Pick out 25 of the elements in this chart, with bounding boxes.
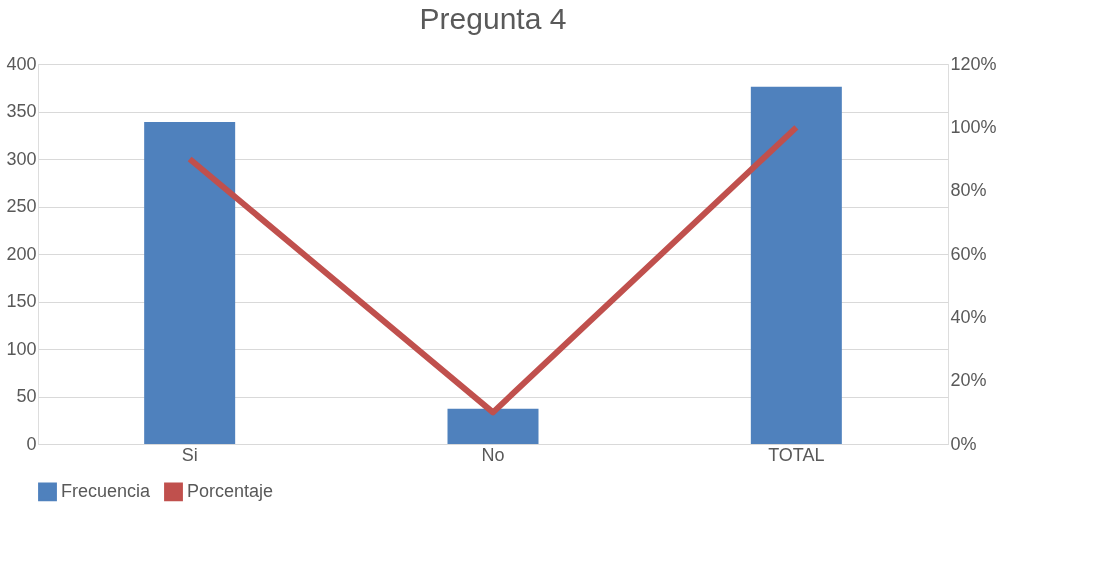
y-tick-label: 0 bbox=[26, 433, 37, 454]
y-tick-label: 300 bbox=[6, 148, 37, 169]
y-tick-label: 50 bbox=[16, 386, 37, 406]
y2-tick-label: 120% bbox=[950, 53, 997, 74]
y2-tick-label: 40% bbox=[950, 306, 987, 327]
x-tick-label: Si bbox=[181, 444, 198, 465]
legend-label: Frecuencia bbox=[61, 480, 152, 501]
bar bbox=[447, 408, 539, 444]
x-tick-label: TOTAL bbox=[768, 444, 825, 465]
y2-tick-label: 20% bbox=[950, 370, 987, 391]
y2-tick-label: 60% bbox=[950, 243, 987, 264]
x-tick-label: No bbox=[481, 444, 505, 465]
bar bbox=[750, 86, 842, 444]
y-tick-label: 400 bbox=[6, 53, 37, 74]
legend-label: Porcentaje bbox=[187, 480, 274, 501]
y2-tick-label: 100% bbox=[950, 116, 997, 137]
y-tick-label: 200 bbox=[6, 243, 37, 264]
y-tick-label: 250 bbox=[6, 196, 37, 216]
bar bbox=[144, 121, 236, 444]
y-tick-label: 100 bbox=[6, 338, 37, 359]
y-tick-label: 350 bbox=[6, 101, 37, 121]
y2-tick-label: 80% bbox=[950, 180, 987, 201]
y2-tick-label: 0% bbox=[950, 433, 977, 454]
chart-title: Pregunta 4 bbox=[419, 2, 567, 35]
y-tick-label: 150 bbox=[6, 291, 37, 311]
